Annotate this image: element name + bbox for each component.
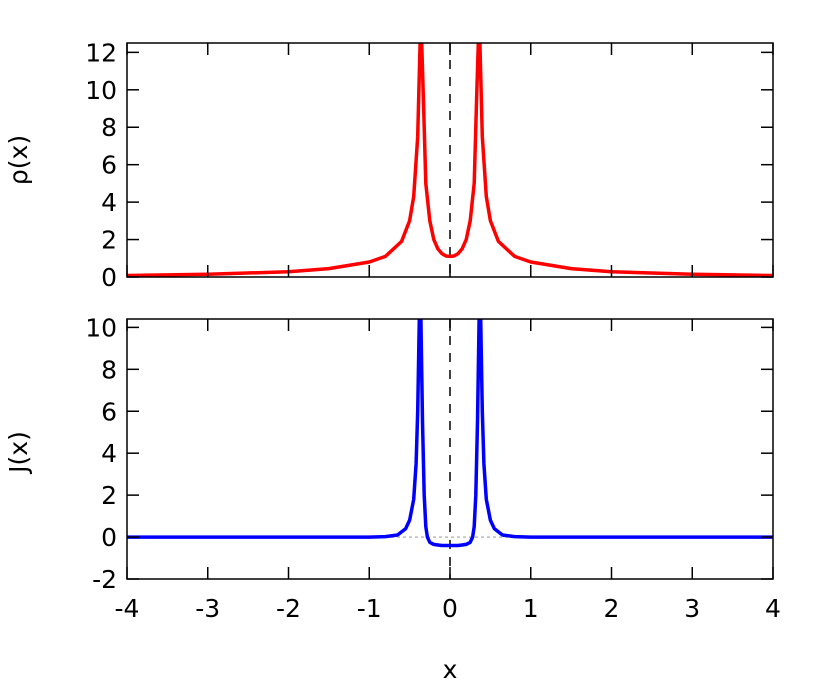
- rho-series-line: [127, 43, 773, 277]
- rho-ytick-label: 0: [101, 263, 117, 292]
- rho-ylabel: ρ(x): [4, 135, 33, 185]
- current-ytick-label: 0: [101, 523, 117, 552]
- rho-ytick-label: 12: [85, 38, 117, 67]
- current-xtick-label: 4: [765, 594, 781, 623]
- rho-ytick-label: 10: [85, 76, 117, 105]
- rho-panel: ρ(x) 0 2 4 6 8 10 12: [4, 38, 774, 292]
- current-xtick-label: 3: [684, 594, 700, 623]
- rho-ytick-label: 8: [101, 113, 117, 142]
- current-ytick-label: 2: [101, 481, 117, 510]
- current-xtick-label: 1: [523, 594, 539, 623]
- current-ytick-label: 4: [101, 439, 117, 468]
- current-xtick-label: -3: [195, 594, 220, 623]
- current-xtick-label: -4: [115, 594, 140, 623]
- rho-ytick-label: 2: [101, 226, 117, 255]
- current-panel: J(x) x -2 0 2 4 6 8 10 -4 -3 -2 -1 0 1 2 3 4: [4, 313, 781, 684]
- current-xtick-label: -1: [357, 594, 382, 623]
- current-series-line: [127, 319, 773, 548]
- rho-ytick-label: 4: [101, 188, 117, 217]
- current-ylabel: J(x): [4, 431, 33, 475]
- current-ytick-label: 8: [101, 355, 117, 384]
- current-xtick-label: 2: [604, 594, 620, 623]
- rho-ytick-label: 6: [101, 151, 117, 180]
- current-ytick-label: -2: [92, 565, 117, 594]
- current-xtick-label: -2: [276, 594, 301, 623]
- x-axis-label: x: [443, 655, 458, 684]
- current-xtick-label: 0: [442, 594, 458, 623]
- current-ytick-label: 6: [101, 397, 117, 426]
- current-ytick-label: 10: [85, 313, 117, 342]
